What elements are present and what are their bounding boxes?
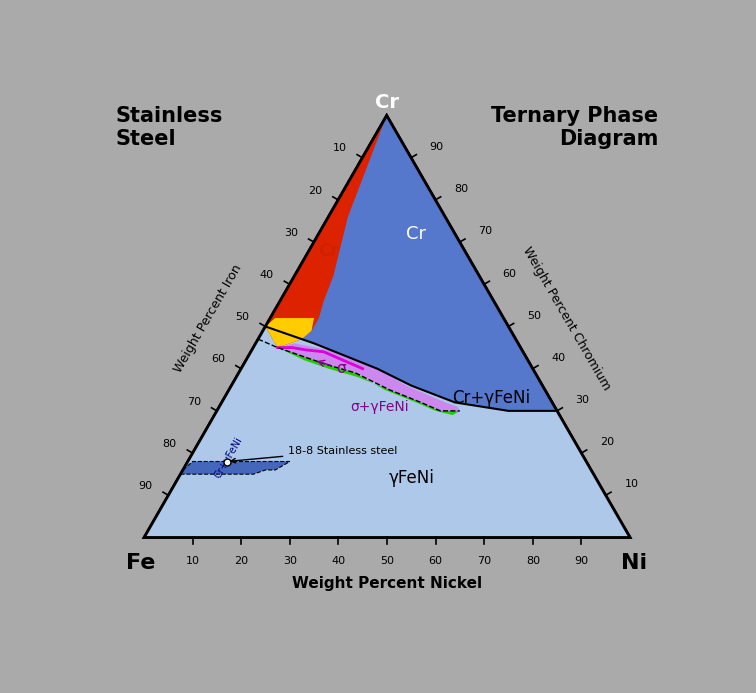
- Text: Ni: Ni: [621, 553, 647, 573]
- Polygon shape: [265, 318, 314, 348]
- Text: 70: 70: [479, 227, 492, 236]
- Text: 10: 10: [186, 556, 200, 566]
- Text: 60: 60: [211, 354, 225, 365]
- Text: 90: 90: [575, 556, 588, 566]
- Text: Weight Percent Iron: Weight Percent Iron: [172, 263, 244, 375]
- Polygon shape: [181, 462, 290, 474]
- Text: Cr: Cr: [375, 93, 398, 112]
- Text: 60: 60: [429, 556, 443, 566]
- Text: 80: 80: [163, 439, 177, 449]
- Polygon shape: [277, 343, 460, 411]
- Text: 20: 20: [600, 437, 614, 447]
- Text: γFeNi: γFeNi: [389, 469, 434, 487]
- Text: 40: 40: [331, 556, 345, 566]
- Text: σ+γFeNi: σ+γFeNi: [350, 400, 409, 414]
- Text: Cr+γFeNi: Cr+γFeNi: [213, 435, 245, 480]
- Polygon shape: [265, 116, 630, 538]
- Text: 10: 10: [333, 143, 346, 153]
- Text: 70: 70: [187, 396, 201, 407]
- Text: 30: 30: [284, 228, 298, 238]
- Text: 40: 40: [551, 353, 565, 363]
- Text: 50: 50: [380, 556, 394, 566]
- Text: 50: 50: [527, 310, 541, 321]
- Text: Weight Percent Nickel: Weight Percent Nickel: [292, 576, 482, 591]
- Text: 20: 20: [234, 556, 249, 566]
- Text: 30: 30: [283, 556, 297, 566]
- Text: Stainless
Steel: Stainless Steel: [116, 106, 223, 150]
- Polygon shape: [277, 348, 460, 415]
- Text: 40: 40: [259, 270, 274, 280]
- Polygon shape: [265, 116, 386, 348]
- Text: 30: 30: [575, 395, 590, 405]
- Text: Fe: Fe: [125, 553, 155, 573]
- Text: 18-8 Stainless steel: 18-8 Stainless steel: [231, 446, 398, 463]
- Text: Cr: Cr: [406, 225, 426, 243]
- Text: 80: 80: [454, 184, 468, 194]
- Text: Cr: Cr: [318, 242, 339, 259]
- Text: 50: 50: [235, 313, 249, 322]
- Text: σ: σ: [318, 360, 345, 376]
- Polygon shape: [144, 116, 630, 538]
- Text: 70: 70: [477, 556, 491, 566]
- Text: Ternary Phase
Diagram: Ternary Phase Diagram: [491, 106, 658, 150]
- Text: 90: 90: [429, 142, 444, 152]
- Text: 90: 90: [138, 481, 153, 491]
- Text: 80: 80: [525, 556, 540, 566]
- Text: Weight Percent Chromium: Weight Percent Chromium: [519, 245, 612, 393]
- Polygon shape: [144, 326, 630, 538]
- Text: 10: 10: [624, 480, 638, 489]
- Text: Cr+γFeNi: Cr+γFeNi: [452, 389, 531, 407]
- Text: 60: 60: [503, 268, 516, 279]
- Text: 20: 20: [308, 186, 322, 195]
